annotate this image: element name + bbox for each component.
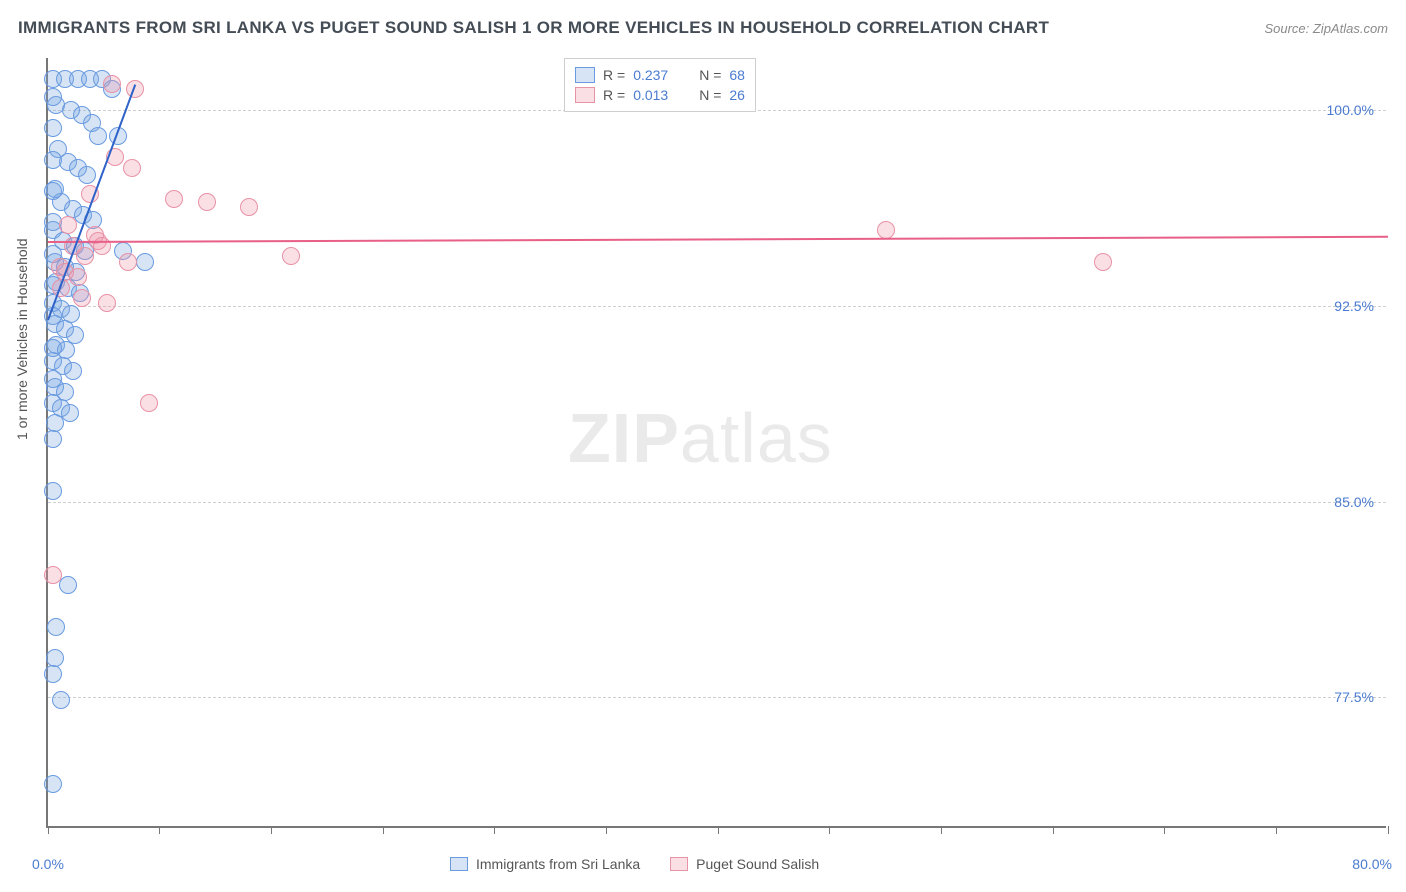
data-point-a [89, 127, 107, 145]
data-point-b [59, 216, 77, 234]
data-point-a [52, 691, 70, 709]
x-tick [48, 826, 49, 834]
legend-n-label: N = [699, 67, 721, 83]
watermark-bold: ZIP [568, 399, 680, 477]
gridline-h [48, 697, 1386, 698]
data-point-b [877, 221, 895, 239]
legend-row: R = 0.237 N = 68 [575, 65, 745, 85]
data-point-b [165, 190, 183, 208]
x-tick [1164, 826, 1165, 834]
data-point-a [78, 166, 96, 184]
watermark: ZIPatlas [568, 398, 833, 478]
x-tick [606, 826, 607, 834]
data-point-b [198, 193, 216, 211]
data-point-b [282, 247, 300, 265]
data-point-b [76, 247, 94, 265]
data-point-a [44, 182, 62, 200]
x-tick [941, 826, 942, 834]
x-tick [383, 826, 384, 834]
x-tick [718, 826, 719, 834]
y-axis-label: 1 or more Vehicles in Household [14, 238, 30, 440]
data-point-b [119, 253, 137, 271]
legend-n-label: N = [699, 87, 721, 103]
legend-item: Immigrants from Sri Lanka [450, 856, 640, 872]
data-point-b [140, 394, 158, 412]
x-tick [494, 826, 495, 834]
legend-correlation: R = 0.237 N = 68 R = 0.013 N = 26 [564, 58, 756, 112]
legend-r-value: 0.013 [633, 87, 681, 103]
data-point-b [240, 198, 258, 216]
x-tick [829, 826, 830, 834]
y-tick-label: 92.5% [1334, 298, 1374, 314]
data-point-a [44, 775, 62, 793]
x-tick [1053, 826, 1054, 834]
data-point-a [64, 362, 82, 380]
data-point-b [123, 159, 141, 177]
legend-r-label: R = [603, 87, 625, 103]
legend-label: Puget Sound Salish [696, 856, 819, 872]
y-tick-label: 85.0% [1334, 494, 1374, 510]
legend-n-value: 68 [729, 67, 745, 83]
data-point-a [44, 665, 62, 683]
data-point-a [44, 119, 62, 137]
x-tick [271, 826, 272, 834]
data-point-b [103, 75, 121, 93]
gridline-h [48, 502, 1386, 503]
plot-area: ZIPatlas 77.5% 85.0% 92.5% 100.0% [46, 58, 1386, 828]
data-point-b [93, 237, 111, 255]
data-point-b [1094, 253, 1112, 271]
watermark-light: atlas [680, 399, 833, 477]
data-point-a [44, 307, 62, 325]
data-point-a [47, 618, 65, 636]
legend-series: Immigrants from Sri Lanka Puget Sound Sal… [450, 856, 819, 872]
y-tick-label: 100.0% [1327, 102, 1374, 118]
y-tick-label: 77.5% [1334, 689, 1374, 705]
legend-swatch [450, 857, 468, 871]
data-point-b [73, 289, 91, 307]
legend-swatch [670, 857, 688, 871]
x-tick [159, 826, 160, 834]
legend-swatch [575, 87, 595, 103]
chart-title: IMMIGRANTS FROM SRI LANKA VS PUGET SOUND… [18, 18, 1049, 38]
x-tick-label-right: 80.0% [1352, 856, 1392, 872]
data-point-a [44, 339, 62, 357]
legend-item: Puget Sound Salish [670, 856, 819, 872]
data-point-a [44, 88, 62, 106]
data-point-a [44, 482, 62, 500]
legend-label: Immigrants from Sri Lanka [476, 856, 640, 872]
legend-r-label: R = [603, 67, 625, 83]
data-point-b [98, 294, 116, 312]
x-tick-label-left: 0.0% [32, 856, 64, 872]
legend-r-value: 0.237 [633, 67, 681, 83]
data-point-a [136, 253, 154, 271]
source-label: Source: ZipAtlas.com [1264, 21, 1388, 36]
x-tick [1388, 826, 1389, 834]
data-point-a [61, 404, 79, 422]
data-point-a [44, 430, 62, 448]
x-tick [1276, 826, 1277, 834]
data-point-a [59, 576, 77, 594]
trend-line-b [48, 235, 1388, 242]
legend-n-value: 26 [729, 87, 745, 103]
data-point-b [44, 566, 62, 584]
gridline-h [48, 306, 1386, 307]
legend-swatch [575, 67, 595, 83]
legend-row: R = 0.013 N = 26 [575, 85, 745, 105]
data-point-a [44, 151, 62, 169]
data-point-a [44, 370, 62, 388]
